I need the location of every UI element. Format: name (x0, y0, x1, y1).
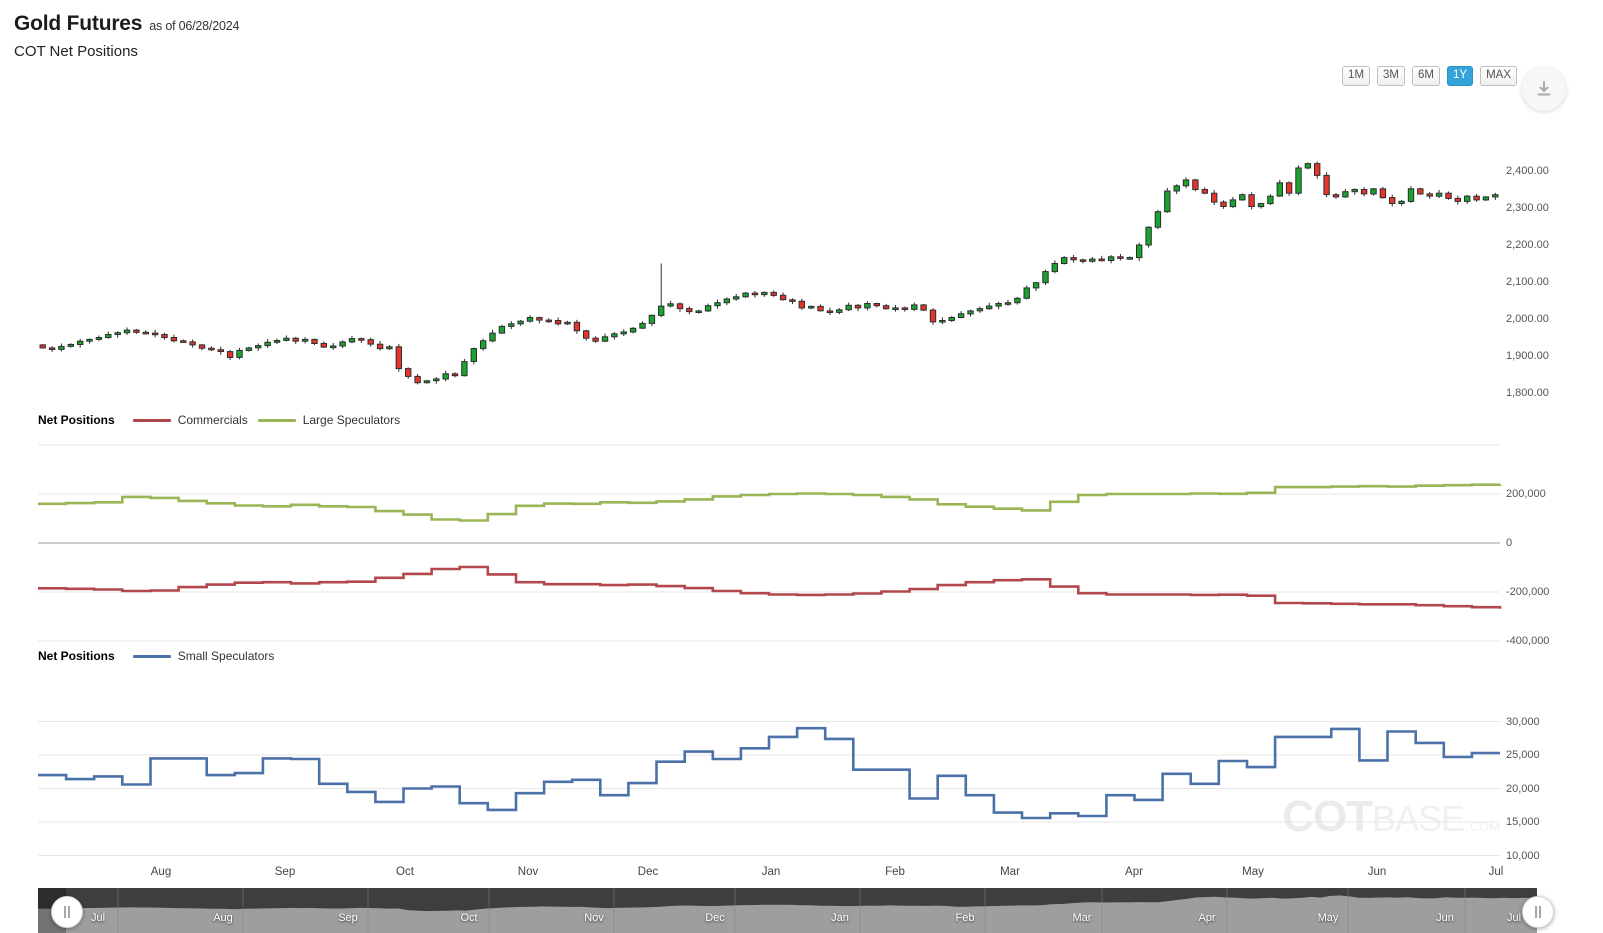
range-button-3m[interactable]: 3M (1377, 66, 1406, 86)
navigator-scrollbar[interactable] (38, 888, 1537, 933)
download-button[interactable] (1522, 67, 1566, 111)
navigator-month-label: Dec (705, 912, 725, 924)
x-axis-label: Sep (274, 866, 296, 878)
as-of-date: as of 06/28/2024 (149, 19, 240, 33)
navigator-month-label: Aug (213, 912, 233, 924)
navigator-month-label: Feb (955, 912, 975, 924)
range-button-max[interactable]: MAX (1480, 66, 1517, 86)
price-axis-label: 2,400.00 (1506, 165, 1549, 177)
navigator-month-label: Mar (1072, 912, 1092, 924)
cotbase-watermark: COT BASE .COM (1282, 792, 1500, 842)
x-axis-label: Aug (150, 866, 172, 878)
x-axis-label: Jan (761, 866, 781, 878)
page-subtitle: COT Net Positions (14, 43, 138, 60)
x-axis-label: Nov (517, 866, 539, 878)
x-axis-label: Jun (1367, 866, 1387, 878)
navigator-month-label: May (1317, 912, 1339, 924)
legend-item-small-speculators[interactable]: Small Speculators (132, 649, 275, 663)
navigator-month-label: Sep (338, 912, 358, 924)
navigator-month-label: Apr (1198, 912, 1216, 924)
net-axis-label: -200,000 (1506, 586, 1550, 598)
legend-label: Commercials (177, 413, 248, 427)
legend-item-commercials[interactable]: Commercials (132, 413, 248, 427)
range-button-6m[interactable]: 6M (1412, 66, 1440, 86)
small-spec-axis-label: 15,000 (1506, 816, 1540, 828)
navigator-area-series (38, 888, 1537, 912)
small-speculators-line-swatch (132, 654, 171, 658)
watermark-base: BASE (1372, 798, 1465, 839)
small-spec-axis-label: 25,000 (1506, 749, 1540, 761)
price-axis-label: 1,900.00 (1506, 350, 1549, 362)
price-axis-label: 2,000.00 (1506, 313, 1549, 325)
legend-item-large-speculators[interactable]: Large Speculators (257, 413, 401, 427)
navigator-month-label: Oct (460, 912, 478, 924)
x-axis-label: Oct (396, 866, 414, 878)
x-axis-label: Jul (1488, 866, 1504, 878)
navigator-month-label: Jul (1506, 912, 1522, 924)
legend-title: Net Positions (38, 649, 115, 663)
page-title: Gold Futures as of 06/28/2024 (14, 12, 239, 36)
net-axis-label: -400,000 (1506, 635, 1550, 647)
x-axis-label: Feb (885, 866, 905, 878)
commercials-line-swatch (132, 418, 171, 422)
legend-label: Small Speculators (177, 649, 275, 663)
net-positions-legend-1: Net Positions Commercials Large Speculat… (38, 413, 400, 427)
instrument-name: Gold Futures (14, 12, 143, 35)
candlestick-series (39, 161, 1499, 385)
navigator-month-label: Jul (90, 912, 106, 924)
price-axis-label: 2,100.00 (1506, 276, 1549, 288)
price-axis-label: 2,300.00 (1506, 202, 1549, 214)
range-button-1m[interactable]: 1M (1342, 66, 1371, 86)
navigator-month-label: Jan (831, 912, 849, 924)
legend-title: Net Positions (38, 413, 115, 427)
x-axis-label: Apr (1125, 866, 1143, 878)
navigator-month-label: Nov (584, 912, 604, 924)
watermark-cot: COT (1282, 792, 1373, 841)
large-speculators-line-swatch (257, 418, 296, 422)
large-speculators-line[interactable] (38, 483, 1502, 522)
net-axis-label: 0 (1506, 537, 1513, 549)
small-speculators-line[interactable] (38, 726, 1500, 820)
navigator-month-label: Jun (1436, 912, 1454, 924)
watermark-com: .COM (1466, 819, 1500, 834)
price-axis-label: 2,200.00 (1506, 239, 1549, 251)
commercials-line[interactable] (38, 565, 1502, 609)
small-spec-axis-label: 10,000 (1506, 849, 1540, 862)
x-axis-label: Dec (637, 866, 659, 878)
price-axis-label: 1,800.00 (1506, 387, 1549, 399)
navigator-right-handle[interactable] (1522, 896, 1554, 928)
range-selector: 1M 3M 6M 1Y MAX (1342, 66, 1517, 86)
net-positions-legend-2: Net Positions Small Speculators (38, 649, 274, 663)
x-axis-label: Mar (1000, 866, 1020, 878)
net-axis-label: 200,000 (1506, 488, 1546, 500)
download-icon (1537, 81, 1551, 96)
range-button-1y[interactable]: 1Y (1447, 66, 1474, 86)
small-spec-axis-label: 30,000 (1506, 715, 1540, 728)
navigator-left-handle[interactable] (51, 896, 83, 928)
legend-label: Large Speculators (302, 413, 401, 427)
small-spec-axis-label: 20,000 (1506, 782, 1540, 795)
x-axis-label: May (1242, 866, 1264, 878)
